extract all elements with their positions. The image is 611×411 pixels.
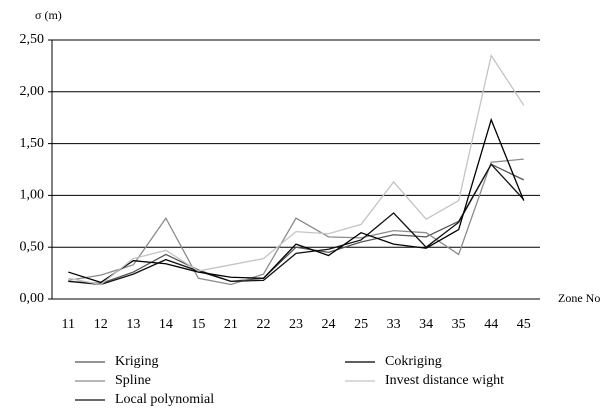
- y-tick-label: 2,50: [20, 32, 45, 47]
- legend-label: Cokriging: [385, 354, 442, 369]
- y-tick-label: 2,00: [20, 84, 45, 99]
- x-tick-label: 21: [224, 317, 238, 332]
- legend-label: Local polynomial: [115, 392, 214, 407]
- x-tick-label: 34: [419, 317, 433, 332]
- legend-label: Kriging: [115, 354, 159, 369]
- x-tick-label: 12: [94, 317, 108, 332]
- x-tick-label: 35: [452, 317, 466, 332]
- x-tick-label: 14: [159, 317, 173, 332]
- series-line: [68, 163, 525, 285]
- series-line: [68, 117, 525, 284]
- legend-label: Spline: [115, 373, 151, 388]
- x-tick-label: 44: [484, 317, 498, 332]
- y-tick-label: 1,50: [20, 136, 45, 151]
- x-tick-label: 24: [322, 317, 336, 332]
- x-tick-label: 13: [126, 317, 140, 332]
- series-line: [68, 53, 525, 286]
- legend-label: Invest distance wight: [385, 373, 504, 388]
- x-axis-label: Zone No: [558, 291, 600, 305]
- x-tick-label: 45: [517, 317, 531, 332]
- series-line: [68, 163, 525, 286]
- x-tick-label: 33: [387, 317, 401, 332]
- x-tick-label: 23: [289, 317, 303, 332]
- x-tick-label: 11: [62, 317, 75, 332]
- y-axis-label: σ (m): [35, 8, 62, 22]
- y-tick-label: 0,00: [20, 291, 45, 306]
- x-tick-label: 25: [354, 317, 368, 332]
- x-tick-label: 22: [256, 317, 270, 332]
- series-line: [68, 158, 524, 286]
- y-tick-label: 1,00: [20, 188, 45, 203]
- y-tick-label: 0,50: [20, 239, 45, 254]
- x-tick-label: 15: [191, 317, 205, 332]
